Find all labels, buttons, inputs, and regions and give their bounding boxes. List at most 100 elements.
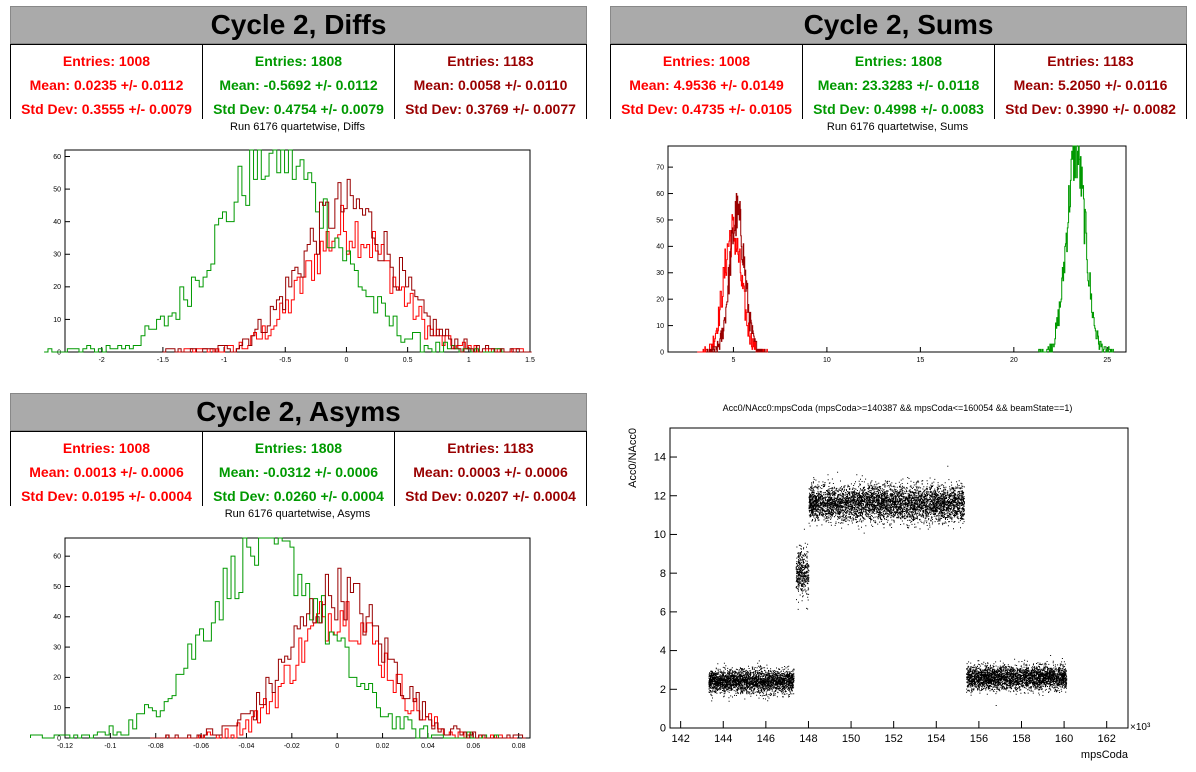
std-label: Std Dev: 0.3769 +/- 0.0077 xyxy=(405,101,576,117)
x-tick-label: -0.08 xyxy=(148,743,164,750)
entries-label: Entries: 1808 xyxy=(254,440,343,456)
y-tick-label: 60 xyxy=(53,554,61,561)
y-tick-label: 50 xyxy=(53,186,61,193)
y-tick-label: 14 xyxy=(654,452,666,464)
entries-label: Entries: 1183 xyxy=(1047,53,1134,69)
x-tick-label: 25 xyxy=(1103,357,1111,364)
x-tick-label: 148 xyxy=(799,733,817,745)
x-tick-label: 142 xyxy=(671,733,689,745)
x-tick-label: 0 xyxy=(344,357,348,364)
green-series-line xyxy=(30,537,503,739)
stats-box: Entries: 1008 Mean: 0.0235 +/- 0.0112 Std … xyxy=(11,45,203,119)
mean-label: Mean: -0.5692 +/- 0.0112 xyxy=(219,77,378,93)
plot-frame xyxy=(64,537,531,739)
y-tick-label: 50 xyxy=(53,584,61,591)
sums-stats: Entries: 1008 Mean: 4.9536 +/- 0.0149 Std … xyxy=(610,44,1187,119)
y-axis-label: Acc0/NAcc0 xyxy=(627,428,639,488)
entries-label: Entries: 1808 xyxy=(854,53,943,69)
diffs-title: Cycle 2, Diffs xyxy=(10,6,587,44)
y-tick-label: 50 xyxy=(656,217,664,224)
entries-label: Entries: 1808 xyxy=(254,53,343,69)
y-tick-label: 2 xyxy=(660,684,666,696)
stats-box: Entries: 1183 Mean: 5.2050 +/- 0.0116 Std … xyxy=(995,45,1186,119)
x-tick-label: 0.08 xyxy=(512,743,526,750)
mean-label: Mean: 5.2050 +/- 0.0116 xyxy=(1013,77,1168,93)
std-label: Std Dev: 0.4754 +/- 0.0079 xyxy=(213,101,384,117)
x-tick-label: 146 xyxy=(757,733,775,745)
y-tick-label: 6 xyxy=(660,607,666,619)
y-tick-label: 0 xyxy=(660,349,664,356)
std-label: Std Dev: 0.0207 +/- 0.0004 xyxy=(405,488,576,504)
entries-label: Entries: 1008 xyxy=(662,53,751,69)
x-tick-label: 154 xyxy=(927,733,945,745)
mean-label: Mean: -0.0312 +/- 0.0006 xyxy=(218,464,379,480)
x-tick-label: 0.02 xyxy=(376,743,390,750)
scatter-plot: 142 144 146 148 150 152 154 156 158 160 162 0 2 4 6 8 10… xyxy=(627,427,1151,761)
green-series-line xyxy=(1038,145,1114,353)
scatter-points xyxy=(966,655,1068,706)
x-tick-label: 0.04 xyxy=(421,743,435,750)
y-tick-label: 60 xyxy=(53,154,61,161)
x-tick-label: -1 xyxy=(221,357,227,364)
y-tick-label: 30 xyxy=(656,270,664,277)
x-tick-label: 15 xyxy=(916,357,924,364)
stats-box: Entries: 1808 Mean: -0.0312 +/- 0.0006 Std… xyxy=(203,432,395,506)
x-tick-label: 162 xyxy=(1098,733,1116,745)
x-tick-label: 5 xyxy=(731,357,735,364)
y-tick-label: 0 xyxy=(57,349,61,356)
y-tick-label: 40 xyxy=(53,219,61,226)
y-tick-label: 60 xyxy=(656,191,664,198)
entries-label: Entries: 1008 xyxy=(62,53,151,69)
scatter-points xyxy=(808,465,965,534)
y-tick-label: 20 xyxy=(53,284,61,291)
dred-series-line xyxy=(162,178,532,353)
stats-box: Entries: 1808 Mean: -0.5692 +/- 0.0112 Std… xyxy=(203,45,395,119)
dred-series-line xyxy=(150,567,526,739)
std-label: Std Dev: 0.4998 +/- 0.0083 xyxy=(813,101,984,117)
x-tick-label: 0.06 xyxy=(466,743,480,750)
y-tick-label: 10 xyxy=(656,323,664,330)
y-tick-label: 40 xyxy=(656,244,664,251)
y-tick-label: 40 xyxy=(53,614,61,621)
x-tick-label: 10 xyxy=(823,357,831,364)
y-tick-label: 4 xyxy=(660,645,666,657)
std-label: Std Dev: 0.0260 +/- 0.0004 xyxy=(213,488,384,504)
x-tick-label: 152 xyxy=(884,733,902,745)
y-tick-label: 30 xyxy=(53,252,61,259)
scatter-title: Acc0/NAcc0:mpsCoda (mpsCoda>=140387 && m… xyxy=(722,403,1073,413)
red-series-line xyxy=(163,601,518,739)
plot-frame xyxy=(667,145,1127,353)
scatter-points xyxy=(795,528,810,610)
entries-label: Entries: 1008 xyxy=(62,440,151,456)
x-tick-label: 144 xyxy=(714,733,732,745)
std-label: Std Dev: 0.3555 +/- 0.0079 xyxy=(21,101,192,117)
entries-label: Entries: 1183 xyxy=(447,440,534,456)
x-tick-label: -0.5 xyxy=(279,357,291,364)
plot-frame xyxy=(64,149,531,353)
y-tick-label: 0 xyxy=(660,723,666,735)
stats-box: Entries: 1183 Mean: 0.0003 +/- 0.0006 Std … xyxy=(395,432,586,506)
y-tick-label: 8 xyxy=(660,568,666,580)
x-tick-label: 160 xyxy=(1055,733,1073,745)
x-axis-exponent: ×10³ xyxy=(1130,722,1151,733)
y-tick-label: 10 xyxy=(53,705,61,712)
diffs-stats: Entries: 1008 Mean: 0.0235 +/- 0.0112 Std … xyxy=(10,44,587,119)
mean-label: Mean: 0.0003 +/- 0.0006 xyxy=(413,464,568,480)
entries-label: Entries: 1183 xyxy=(447,53,534,69)
std-label: Std Dev: 0.4735 +/- 0.0105 xyxy=(621,101,792,117)
std-label: Std Dev: 0.3990 +/- 0.0082 xyxy=(1005,101,1176,117)
x-tick-label: 20 xyxy=(1010,357,1018,364)
red-series-line xyxy=(175,204,524,353)
x-tick-label: -0.04 xyxy=(238,743,254,750)
x-axis-label: mpsCoda xyxy=(1081,749,1129,761)
x-tick-label: -2 xyxy=(99,357,105,364)
dred-series-line xyxy=(706,193,768,353)
y-tick-label: 0 xyxy=(57,735,61,742)
x-tick-label: 150 xyxy=(842,733,860,745)
asyms-title: Cycle 2, Asyms xyxy=(10,393,587,431)
asyms-stats: Entries: 1008 Mean: 0.0013 +/- 0.0006 Std … xyxy=(10,431,587,506)
diffs-subtitle: Run 6176 quartetwise, Diffs xyxy=(230,121,365,133)
plot-frame xyxy=(669,427,1129,729)
y-tick-label: 10 xyxy=(53,317,61,324)
scatter-points xyxy=(708,660,795,702)
